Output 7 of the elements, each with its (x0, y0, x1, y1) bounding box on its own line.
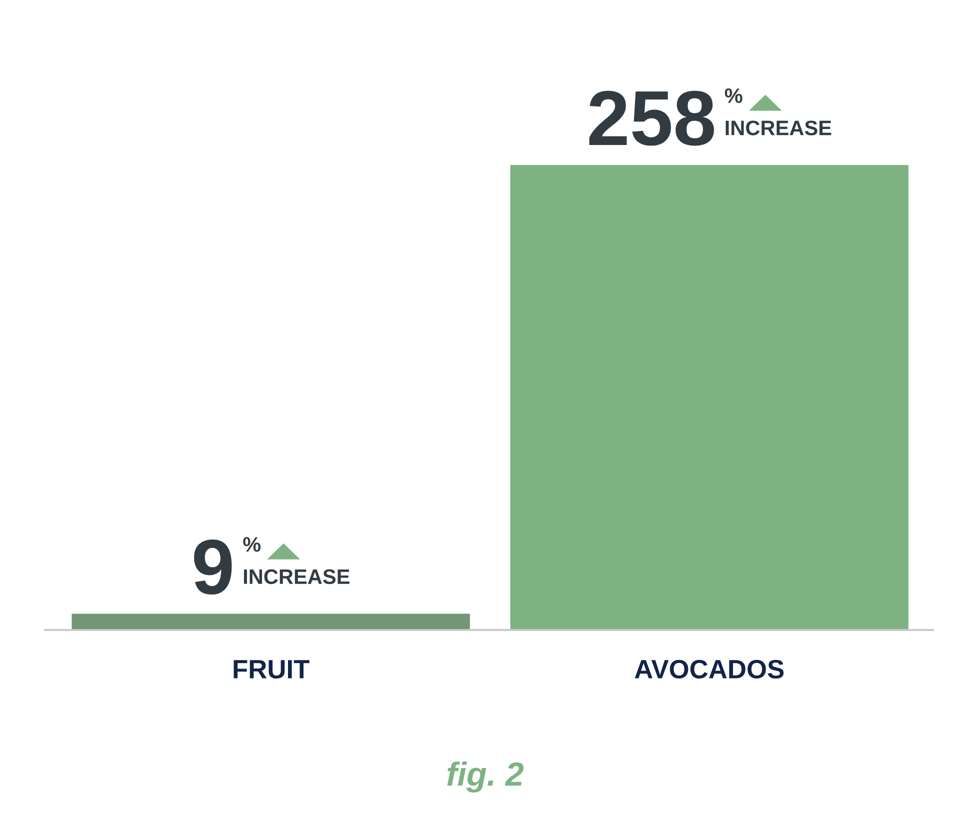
annotation: % INCREASE (724, 88, 832, 136)
data-label: 9 (194, 539, 232, 595)
x-tick-label: FRUIT (234, 660, 310, 679)
data-label: 258 (589, 90, 714, 146)
caption: fig. 2 (447, 761, 524, 793)
annotation: % INCREASE (243, 537, 350, 584)
x-tick-label: AVOCADOS (634, 660, 784, 679)
